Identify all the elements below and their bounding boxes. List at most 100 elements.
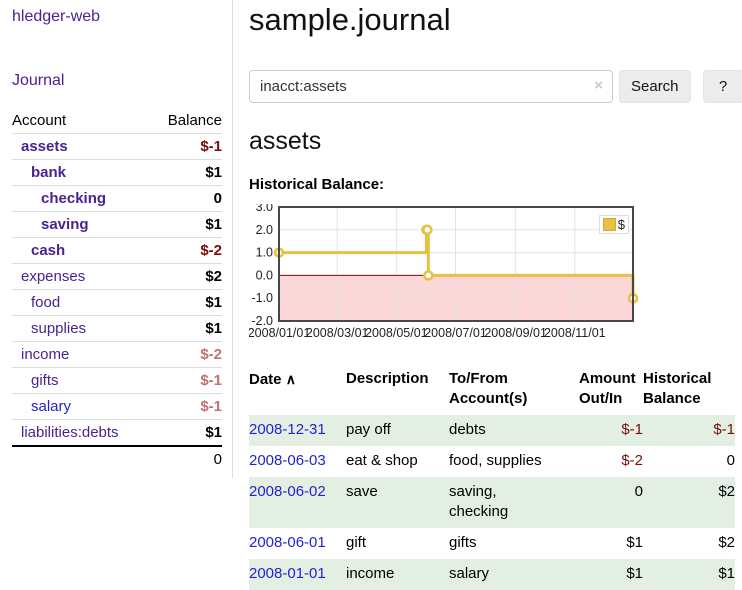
sidebar-item-journal[interactable]: Journal	[12, 72, 65, 89]
accounts-table: Account Balance assets $-1 bank $1 check…	[12, 108, 222, 472]
clear-search-icon[interactable]: ×	[594, 77, 603, 94]
svg-text:-1.0: -1.0	[251, 291, 273, 305]
transaction-date-link[interactable]: 2008-01-01	[249, 565, 326, 582]
account-balance-food: $1	[151, 289, 222, 316]
account-link-liabilities-debts[interactable]: liabilities:debts	[21, 424, 119, 441]
account-balance-bank: $1	[151, 159, 222, 186]
register-header-description: Description	[346, 370, 429, 387]
account-link-supplies[interactable]: supplies	[31, 320, 87, 337]
transaction-accounts: gifts	[449, 534, 477, 551]
register-header-accounts: To/From Account(s)	[449, 370, 528, 407]
search-input[interactable]	[249, 70, 613, 103]
register-header-amount: Amount Out/In	[579, 370, 636, 407]
register-row: 2008-12-31 pay off debts $-1 $-1	[249, 415, 735, 446]
account-row-saving: saving $1	[12, 211, 222, 238]
transaction-amount: 0	[579, 477, 643, 528]
svg-text:2008/01/01: 2008/01/01	[249, 326, 310, 340]
chart-legend: $	[598, 215, 629, 234]
svg-text:2008/11/01: 2008/11/01	[544, 326, 606, 340]
transaction-accounts: saving, checking	[449, 477, 579, 528]
transaction-date-link[interactable]: 2008-12-31	[249, 421, 326, 438]
legend-label: $	[617, 217, 625, 232]
account-balance-assets: $-1	[151, 133, 222, 160]
transaction-balance: 0	[726, 452, 735, 469]
account-heading: assets	[249, 127, 322, 155]
transaction-description: gift	[346, 534, 367, 551]
sort-ascending-icon: ∧	[285, 371, 296, 387]
chart-title: Historical Balance:	[249, 176, 385, 193]
transaction-amount: $1	[579, 559, 643, 590]
register-row: 2008-06-03 eat & shop food, supplies $-2…	[249, 446, 735, 477]
transaction-accounts: food, supplies	[449, 452, 542, 469]
transaction-accounts: debts	[449, 415, 579, 446]
balance-chart: 3.0 2.0 1.0 0.0 -1.0 -2.02008/01/012008/03/01…	[249, 204, 639, 340]
transaction-amount: $-2	[621, 452, 643, 469]
svg-text:2008/09/01: 2008/09/01	[484, 326, 547, 340]
accounts-header-balance: Balance	[167, 112, 222, 129]
transaction-accounts: salary	[449, 559, 579, 590]
account-balance-supplies: $1	[151, 315, 222, 342]
account-balance-saving: $1	[151, 211, 222, 238]
brand-link[interactable]: hledger-web	[12, 8, 101, 25]
account-row-expenses: expenses $2	[12, 263, 222, 290]
svg-text:2.0: 2.0	[256, 223, 273, 237]
account-row-supplies: supplies $1	[12, 315, 222, 342]
svg-text:2008/03/01: 2008/03/01	[306, 326, 369, 340]
transaction-amount: $-1	[579, 415, 643, 446]
account-link-assets[interactable]: assets	[21, 138, 68, 155]
account-link-gifts[interactable]: gifts	[31, 372, 59, 389]
account-balance-income: $-2	[151, 341, 222, 368]
account-balance-liabilities-debts: $1	[151, 419, 222, 446]
account-row-salary: salary $-1	[12, 393, 222, 420]
account-row-liabilities-debts: liabilities:debts $1	[12, 419, 222, 446]
transaction-description: income	[346, 559, 449, 590]
account-balance-cash: $-2	[151, 237, 222, 264]
register-header-date[interactable]: Date ∧	[249, 371, 296, 388]
help-button[interactable]: ?	[702, 70, 742, 103]
transaction-date-link[interactable]: 2008-06-01	[249, 534, 326, 551]
account-row-gifts: gifts $-1	[12, 367, 222, 394]
transaction-description: eat & shop	[346, 452, 418, 469]
account-row-bank: bank $1	[12, 159, 222, 186]
accounts-header-row: Account Balance	[12, 108, 222, 134]
register-header-row: Date ∧ Description To/From Account(s) Am…	[249, 364, 735, 415]
register-row: 2008-01-01 income salary $1 $1	[249, 559, 735, 590]
account-link-checking[interactable]: checking	[41, 190, 107, 207]
transaction-date-link[interactable]: 2008-06-03	[249, 452, 326, 469]
transaction-balance: $1	[643, 559, 735, 590]
transaction-date-link[interactable]: 2008-06-02	[249, 483, 326, 500]
account-balance-checking: 0	[151, 185, 222, 212]
main-content: sample.journal × Search ? assets Histori…	[233, 0, 742, 590]
account-link-cash[interactable]: cash	[31, 242, 66, 259]
accounts-total-row: 0	[12, 445, 222, 472]
transaction-description: save	[346, 477, 449, 528]
legend-swatch-icon	[602, 218, 616, 231]
account-link-income[interactable]: income	[21, 346, 70, 363]
transaction-balance: $2	[718, 534, 735, 551]
account-balance-gifts: $-1	[151, 367, 222, 394]
svg-text:-2.0: -2.0	[251, 314, 273, 328]
accounts-total: 0	[151, 445, 222, 472]
account-balance-salary: $-1	[151, 393, 222, 420]
svg-text:0.0: 0.0	[256, 268, 273, 282]
account-link-salary[interactable]: salary	[31, 398, 72, 415]
register-row: 2008-06-01 gift gifts $1 $2	[249, 528, 735, 559]
balance-chart-container: 3.0 2.0 1.0 0.0 -1.0 -2.0 2008/01/01 2008/03/01…	[249, 204, 641, 344]
search-button[interactable]: Search	[619, 70, 691, 103]
register-row: 2008-06-02 save saving, checking 0 $2	[249, 477, 735, 528]
account-link-bank[interactable]: bank	[31, 164, 67, 181]
transaction-description: pay off	[346, 415, 449, 446]
transaction-balance: $-1	[643, 415, 735, 446]
account-link-expenses[interactable]: expenses	[21, 268, 86, 285]
account-balance-expenses: $2	[151, 263, 222, 290]
account-link-food[interactable]: food	[31, 294, 61, 311]
account-row-checking: checking 0	[12, 185, 222, 212]
svg-text:3.0: 3.0	[256, 204, 273, 214]
accounts-header-account: Account	[12, 112, 67, 129]
svg-text:2008/07/01: 2008/07/01	[424, 326, 487, 340]
account-row-income: income $-2	[12, 341, 222, 368]
account-row-assets: assets $-1	[12, 133, 222, 160]
account-link-saving[interactable]: saving	[41, 216, 89, 233]
page-title: sample.journal	[249, 2, 451, 37]
